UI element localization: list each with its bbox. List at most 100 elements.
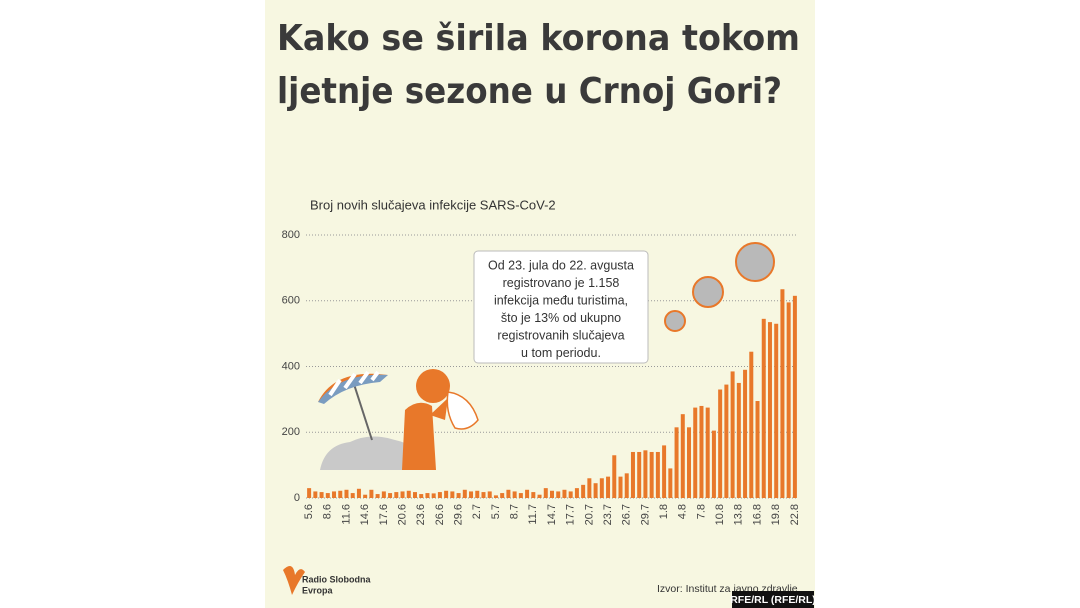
x-tick-label: 14.7 <box>546 504 558 525</box>
bar <box>774 323 779 498</box>
bar <box>612 455 617 498</box>
bar <box>313 491 318 498</box>
bar <box>749 351 754 498</box>
x-tick-label: 4.8 <box>677 504 689 519</box>
virus-icons <box>664 242 775 332</box>
bar <box>344 489 349 498</box>
bar <box>581 484 586 498</box>
bar <box>736 382 741 498</box>
x-tick-label: 10.8 <box>714 504 726 525</box>
x-tick-label: 8.6 <box>322 504 334 519</box>
x-tick-label: 17.7 <box>565 504 577 525</box>
x-tick-label: 13.8 <box>733 504 745 525</box>
x-tick-label: 1.8 <box>658 504 670 519</box>
bar <box>518 493 523 498</box>
x-tick-label: 16.8 <box>751 504 763 525</box>
credit-box <box>732 591 814 608</box>
x-tick-label: 19.8 <box>770 504 782 525</box>
bar <box>487 491 492 498</box>
bar <box>699 405 704 498</box>
bar <box>431 493 436 498</box>
logo-text: Radio Slobodna <box>302 574 371 584</box>
bar <box>786 302 791 498</box>
bar <box>325 493 330 498</box>
bar <box>668 468 673 498</box>
bar <box>450 491 455 498</box>
bar <box>574 488 579 498</box>
bar <box>512 491 517 498</box>
x-tick-label: 17.6 <box>378 504 390 525</box>
annotation-line: registrovanih slučajeva <box>497 328 624 342</box>
y-tick-label: 800 <box>282 229 300 241</box>
bar <box>400 491 405 498</box>
chart-subtitle: Broj novih slučajeva infekcije SARS-CoV-… <box>310 197 556 212</box>
title-line: Kako se širila korona tokom <box>277 18 800 59</box>
bar <box>711 430 716 498</box>
bar <box>792 295 797 498</box>
credit: RFE/RL (RFE/RL) <box>730 594 816 606</box>
x-tick-label: 22.8 <box>789 504 801 525</box>
bar <box>425 493 430 498</box>
y-tick-label: 600 <box>282 295 300 307</box>
x-tick-label: 11.6 <box>340 504 352 525</box>
x-tick-label: 23.6 <box>415 504 427 525</box>
bar <box>755 401 760 498</box>
x-tick-label: 29.6 <box>452 504 464 525</box>
y-tick-label: 0 <box>294 492 300 504</box>
bar <box>599 478 604 498</box>
annotation-line: infekcija među turistima, <box>494 293 628 307</box>
bar <box>680 414 685 498</box>
bar <box>506 489 511 498</box>
bar <box>630 451 635 498</box>
bar <box>761 318 766 498</box>
y-tick-label: 400 <box>282 360 300 372</box>
x-tick-label: 5.6 <box>303 504 315 519</box>
bar <box>525 489 530 498</box>
bar <box>687 427 692 498</box>
bar <box>406 490 411 498</box>
bar <box>332 491 337 498</box>
bar <box>543 488 548 498</box>
x-tick-label: 20.6 <box>396 504 408 525</box>
bar <box>674 427 679 498</box>
bar <box>381 491 386 498</box>
bar <box>649 451 654 498</box>
bar <box>643 450 648 498</box>
x-tick-label: 5.7 <box>490 504 502 519</box>
bar <box>369 489 374 498</box>
bar <box>363 494 368 498</box>
bar <box>531 492 536 498</box>
annotation-box <box>473 250 649 364</box>
bar <box>767 322 772 498</box>
title-line: ljetnje sezone u Crnoj Gori? <box>277 71 782 112</box>
logo-text: Evropa <box>302 585 334 595</box>
bar <box>493 495 498 498</box>
bar <box>375 494 380 498</box>
x-tick-label: 23.7 <box>602 504 614 525</box>
bar <box>624 473 629 498</box>
bar <box>655 451 660 498</box>
bar <box>338 490 343 498</box>
annotation-line: Od 23. jula do 22. avgusta <box>488 258 634 272</box>
bar <box>780 289 785 498</box>
bar <box>705 407 710 498</box>
annotation-line: registrovano je 1.158 <box>503 276 620 290</box>
x-tick-label: 26.6 <box>434 504 446 525</box>
plot: 0 200 400 600 800 5.6 8.6 11.6 14.6 17.6 20.6 23.6 2… <box>282 229 801 526</box>
x-tick-label: 11.7 <box>527 504 539 525</box>
x-tick-label: 7.8 <box>695 504 707 519</box>
bar <box>481 492 486 498</box>
x-tick-label: 20.7 <box>583 504 595 525</box>
bar <box>537 494 542 498</box>
bar <box>662 445 667 498</box>
bar <box>462 489 467 498</box>
bar <box>419 494 424 498</box>
bar <box>562 489 567 498</box>
bar <box>469 491 474 498</box>
bar <box>743 369 748 498</box>
x-tick-label: 29.7 <box>639 504 651 525</box>
bar <box>437 492 442 498</box>
bar <box>637 451 642 498</box>
x-tick-label: 2.7 <box>471 504 483 519</box>
x-tick-label: 26.7 <box>621 504 633 525</box>
